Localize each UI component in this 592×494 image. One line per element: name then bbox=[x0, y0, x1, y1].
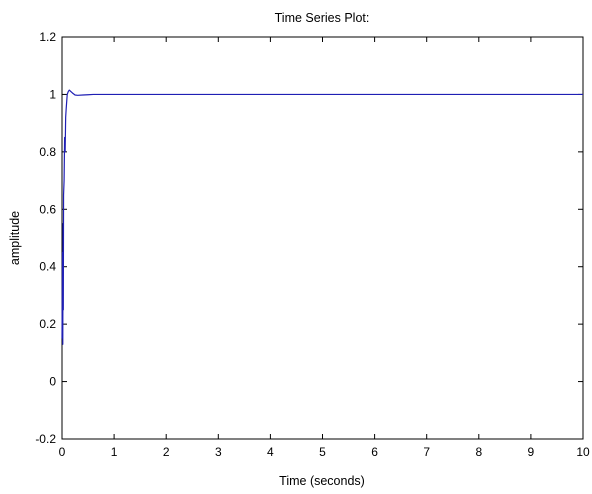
x-tick-label: 2 bbox=[163, 445, 170, 459]
y-tick-label: 1.2 bbox=[39, 30, 56, 44]
y-tick-label: 0.2 bbox=[39, 317, 56, 331]
series-layer bbox=[61, 89, 583, 345]
series-line bbox=[61, 89, 583, 345]
y-tick-label: 0.8 bbox=[39, 145, 56, 159]
x-axis-ticks: 0 1 2 3 4 5 6 7 8 9 10 bbox=[59, 37, 590, 459]
y-tick-label: 0.4 bbox=[39, 260, 56, 274]
y-tick-label: -0.2 bbox=[35, 432, 56, 446]
y-axis-ticks: -0.2 0 0.2 0.4 0.6 0.8 1 1.2 bbox=[35, 30, 583, 446]
x-tick-label: 3 bbox=[215, 445, 222, 459]
x-tick-label: 4 bbox=[267, 445, 274, 459]
chart-title: Time Series Plot: bbox=[275, 11, 370, 25]
x-tick-label: 6 bbox=[371, 445, 378, 459]
y-tick-label: 1 bbox=[49, 87, 56, 101]
x-tick-label: 1 bbox=[111, 445, 118, 459]
x-tick-label: 5 bbox=[319, 445, 326, 459]
x-tick-label: 0 bbox=[59, 445, 66, 459]
y-tick-label: 0.6 bbox=[39, 202, 56, 216]
y-axis-label: amplitude bbox=[8, 211, 22, 265]
x-axis-label: Time (seconds) bbox=[279, 474, 365, 488]
plot-area bbox=[61, 36, 584, 440]
x-tick-label: 7 bbox=[423, 445, 430, 459]
x-tick-label: 8 bbox=[475, 445, 482, 459]
x-tick-label: 9 bbox=[528, 445, 535, 459]
x-tick-label: 10 bbox=[576, 445, 590, 459]
y-tick-label: 0 bbox=[49, 375, 56, 389]
